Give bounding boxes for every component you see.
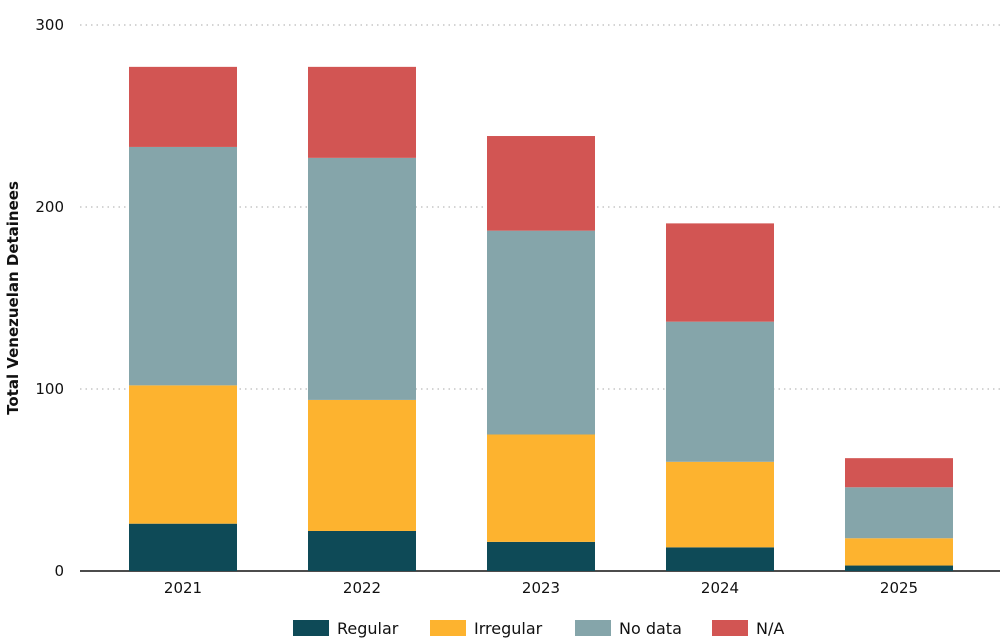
- bar-no-data-2022: [308, 157, 416, 400]
- legend-swatch: [575, 620, 611, 636]
- y-tick-label: 100: [35, 380, 64, 398]
- bar-n-a-2024: [666, 223, 774, 322]
- x-tick-label: 2021: [164, 579, 202, 597]
- legend-swatch: [712, 620, 748, 636]
- legend-swatch: [430, 620, 466, 636]
- legend-swatch: [293, 620, 329, 636]
- bar-n-a-2022: [308, 66, 416, 158]
- y-tick-label: 300: [35, 16, 64, 34]
- y-axis-label: Total Venezuelan Detainees: [4, 181, 22, 415]
- y-tick-label: 0: [54, 562, 64, 580]
- bar-regular-2021: [129, 523, 237, 571]
- legend-label: Irregular: [474, 619, 543, 638]
- bar-irregular-2024: [666, 461, 774, 548]
- bar-no-data-2023: [487, 230, 595, 435]
- legend-label: N/A: [756, 619, 784, 638]
- legend-label: Regular: [337, 619, 399, 638]
- bar-irregular-2025: [845, 538, 953, 566]
- bar-regular-2024: [666, 547, 774, 571]
- bar-regular-2025: [845, 565, 953, 571]
- bar-irregular-2022: [308, 399, 416, 531]
- x-tick-label: 2025: [880, 579, 918, 597]
- legend-label: No data: [619, 619, 682, 638]
- bar-n-a-2021: [129, 66, 237, 147]
- bar-regular-2023: [487, 541, 595, 571]
- y-tick-label: 200: [35, 198, 64, 216]
- bar-n-a-2025: [845, 458, 953, 488]
- bars: [129, 66, 953, 571]
- legend: Regular Irregular No data N/A: [293, 619, 784, 638]
- bar-no-data-2021: [129, 146, 237, 386]
- bar-irregular-2023: [487, 434, 595, 542]
- bar-irregular-2021: [129, 385, 237, 524]
- bar-no-data-2024: [666, 321, 774, 462]
- x-tick-label: 2023: [522, 579, 560, 597]
- x-tick-label: 2024: [701, 579, 739, 597]
- bar-regular-2022: [308, 530, 416, 571]
- y-axis-ticks: 0 100 200 300: [35, 16, 64, 580]
- bar-n-a-2023: [487, 136, 595, 231]
- x-axis-ticks: 2021 2022 2023 2024 2025: [164, 579, 918, 597]
- x-tick-label: 2022: [343, 579, 381, 597]
- bar-no-data-2025: [845, 487, 953, 539]
